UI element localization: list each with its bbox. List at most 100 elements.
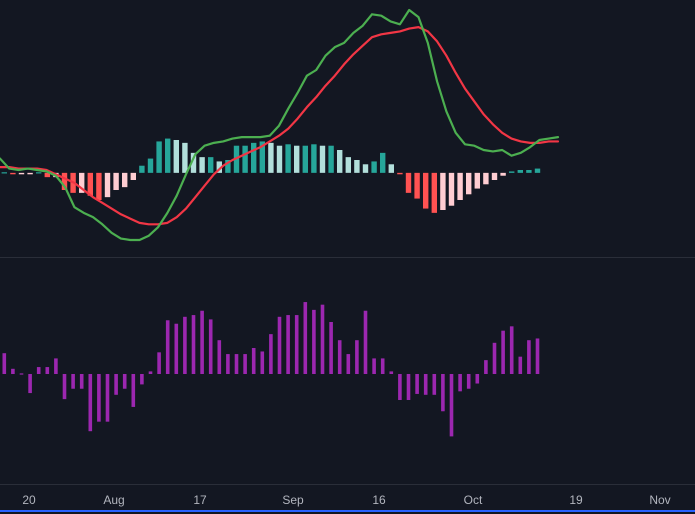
macd-histogram-bar <box>242 145 248 173</box>
macd-histogram-bar <box>87 172 93 196</box>
macd-histogram-bar <box>276 145 283 173</box>
oscillator-bar <box>79 374 84 389</box>
oscillator-bar <box>148 371 153 374</box>
oscillator-bar <box>303 302 308 374</box>
macd-histogram-bar <box>225 160 231 173</box>
macd-histogram-bar <box>44 172 50 178</box>
macd-histogram-bar <box>466 172 472 195</box>
oscillator-bar <box>140 374 144 385</box>
oscillator-bar <box>363 310 368 374</box>
macd-histogram-bar <box>190 152 197 173</box>
macd-histogram-bar <box>474 172 480 189</box>
macd-histogram-bar <box>122 172 128 188</box>
oscillator-bar <box>380 358 385 374</box>
oscillator-bar <box>441 374 445 412</box>
oscillator-bar <box>501 330 505 374</box>
macd-histogram-bar <box>491 172 498 180</box>
macd-histogram-bar <box>199 157 205 173</box>
macd-histogram-bar <box>414 172 420 199</box>
oscillator-bar <box>423 374 428 395</box>
oscillator-bar <box>11 368 15 374</box>
oscillator-bar <box>406 374 411 400</box>
oscillator-bar <box>183 316 187 374</box>
oscillator-bar <box>415 374 419 394</box>
macd-histogram-bar <box>27 172 33 175</box>
macd-histogram-bar <box>61 172 68 190</box>
macd-histogram-bar <box>1 172 8 174</box>
oscillator-bar <box>226 354 230 374</box>
oscillator-bar <box>337 340 342 374</box>
macd-histogram-bar <box>294 145 300 173</box>
macd-histogram-bar <box>517 170 523 173</box>
macd-histogram-bar <box>311 144 317 173</box>
macd-histogram-bar <box>285 144 291 173</box>
macd-histogram-bar <box>371 161 377 173</box>
oscillator-bar <box>217 340 222 374</box>
oscillator-bar <box>449 374 454 437</box>
macd-histogram-bar <box>104 172 111 198</box>
oscillator-bar <box>312 309 316 374</box>
oscillator-bar <box>243 354 247 374</box>
oscillator-bar <box>122 374 127 389</box>
oscillator-bar <box>165 320 170 374</box>
oscillator-bar <box>97 374 101 422</box>
oscillator-bar <box>45 367 50 374</box>
macd-histogram-bar <box>18 172 25 175</box>
macd-histogram-bar <box>328 145 334 173</box>
macd-histogram-bar <box>147 158 154 173</box>
oscillator-bar <box>191 315 196 374</box>
time-axis-underline <box>0 510 695 512</box>
macd-line <box>0 8 560 242</box>
oscillator-bar <box>518 356 523 374</box>
time-axis-tick-label: 16 <box>372 493 386 507</box>
macd-histogram-bar <box>268 142 274 173</box>
macd-histogram-bar <box>79 172 85 193</box>
macd-histogram-bar <box>500 172 506 176</box>
macd-histogram-bar <box>405 172 412 193</box>
oscillator-bar <box>19 373 24 375</box>
macd-histogram-bar <box>156 141 162 173</box>
oscillator-bar <box>527 340 531 374</box>
signal-line <box>0 26 560 226</box>
oscillator-bar <box>54 358 58 374</box>
macd-histogram-bar <box>96 172 102 200</box>
oscillator-bar <box>398 374 402 400</box>
oscillator-bar <box>492 342 497 374</box>
oscillator-bar <box>509 326 514 374</box>
macd-histogram-bar <box>457 172 463 200</box>
macd-histogram-bar <box>208 157 214 173</box>
macd-histogram-bar <box>10 172 16 175</box>
oscillator-bar <box>114 374 118 395</box>
macd-histogram-bar <box>397 172 403 175</box>
macd-histogram-bar <box>483 172 489 185</box>
macd-histogram-bar <box>526 170 532 173</box>
time-axis[interactable]: 20 Aug 17 Sep 16 Oct 19 Nov <box>22 493 670 507</box>
macd-histogram-bar <box>440 172 446 210</box>
time-axis-tick-label: Oct <box>464 493 483 507</box>
macd-histogram-bar <box>113 172 119 190</box>
time-axis-tick-label: Aug <box>103 493 124 507</box>
time-axis-tick-label: Nov <box>649 493 670 507</box>
oscillator-bar <box>131 374 136 407</box>
oscillator-bar <box>62 374 67 400</box>
oscillator-bar <box>88 374 93 432</box>
oscillator-bar <box>2 353 7 374</box>
macd-histogram-bar <box>380 152 386 173</box>
oscillator-bar <box>277 316 282 374</box>
macd-histogram-bar <box>337 150 343 173</box>
oscillator-bar <box>286 315 290 374</box>
oscillator-bar <box>200 310 204 374</box>
oscillator-bar <box>234 354 239 374</box>
macd-histogram-bar <box>251 142 257 173</box>
time-axis-tick-label: Sep <box>282 493 304 507</box>
macd-histogram-bar <box>431 172 437 213</box>
oscillator-panel <box>2 302 540 437</box>
macd-histogram-bar <box>319 145 326 173</box>
macd-histogram-bar <box>216 161 222 173</box>
macd-histogram-bar <box>423 172 429 209</box>
oscillator-bar <box>174 323 179 374</box>
macd-histogram-bar <box>354 160 360 173</box>
macd-histogram-bar <box>345 157 351 173</box>
macd-histogram-bar <box>173 140 179 173</box>
